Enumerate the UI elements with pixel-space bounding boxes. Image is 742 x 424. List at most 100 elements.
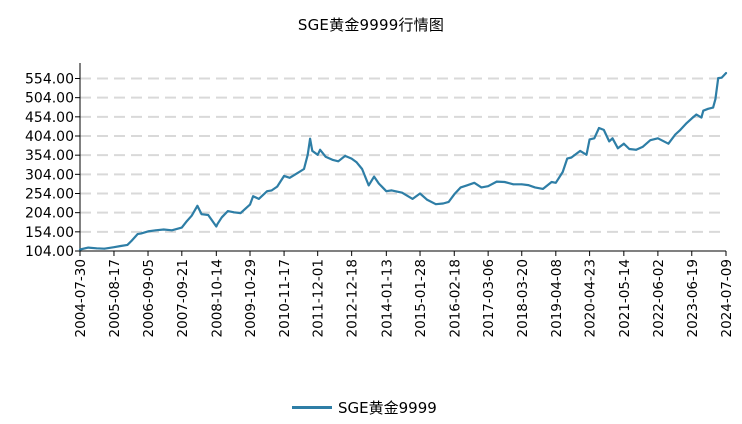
y-tick-label: 554.00 (25, 72, 74, 88)
data-point (113, 246, 115, 249)
data-point (190, 214, 193, 217)
data-point (162, 228, 165, 231)
x-tick-label: 2007-09-21 (175, 259, 191, 337)
data-point (311, 150, 314, 152)
data-point (95, 247, 98, 250)
data-point (170, 229, 173, 232)
x-tick-label: 2009-10-29 (243, 259, 259, 337)
data-point (309, 137, 311, 140)
data-point (361, 168, 364, 170)
data-point (154, 229, 157, 232)
data-point (119, 245, 122, 247)
data-point (690, 117, 693, 120)
data-point (628, 148, 631, 150)
data-point (635, 148, 638, 151)
data-point (588, 138, 591, 141)
x-tick-label: 2015-01-28 (413, 259, 429, 337)
data-point (667, 142, 670, 145)
data-point (566, 157, 569, 160)
data-point (674, 133, 677, 136)
data-point (140, 232, 143, 235)
legend-label: SGE黄金9999 (338, 398, 437, 417)
data-point (700, 116, 703, 119)
data-point (622, 142, 625, 145)
series-layer (78, 72, 728, 251)
data-point (207, 214, 210, 216)
data-point (303, 168, 305, 170)
data-point (180, 226, 183, 229)
data-point (554, 181, 557, 184)
x-tick-label: 2019-04-08 (549, 259, 565, 337)
y-tick-label: 504.00 (25, 91, 74, 107)
x-tick-label: 2020-04-23 (583, 259, 599, 337)
data-point (602, 128, 605, 131)
data-point (616, 147, 619, 150)
x-tick-label: 2023-06-19 (685, 259, 701, 337)
legend: SGE黄金9999 (292, 396, 437, 418)
data-point (707, 107, 709, 110)
data-point (608, 140, 611, 143)
data-point (196, 204, 199, 207)
data-point (495, 180, 498, 183)
data-point (695, 113, 698, 116)
data-point (641, 145, 644, 148)
y-tick-label: 304.00 (25, 167, 74, 183)
data-point (316, 153, 319, 156)
data-point (473, 181, 476, 184)
x-tick-label: 2004-07-30 (73, 259, 89, 337)
data-point (561, 171, 564, 173)
x-tick-label: 2012-12-18 (345, 259, 361, 337)
data-point (200, 213, 203, 216)
data-point (542, 188, 544, 190)
chart-title: SGE黄金9999行情图 (297, 16, 445, 34)
x-tick-label: 2014-01-13 (379, 259, 395, 337)
data-point (87, 246, 90, 249)
data-point (130, 240, 133, 242)
y-tick-label: 404.00 (25, 129, 74, 145)
data-point (503, 181, 506, 183)
data-point (220, 216, 223, 219)
data-point (585, 153, 588, 156)
data-point (270, 189, 273, 192)
data-point (717, 77, 720, 80)
x-tick-label: 2017-03-06 (481, 259, 497, 337)
data-point (419, 192, 421, 195)
data-point (459, 186, 462, 189)
data-point (487, 185, 490, 188)
x-tick-label: 2011-12-01 (311, 259, 327, 337)
x-tick-label: 2010-11-17 (277, 259, 293, 337)
data-point (136, 233, 139, 236)
data-point (319, 148, 321, 151)
data-point (283, 174, 285, 177)
data-point (593, 137, 596, 140)
data-point (425, 198, 428, 201)
x-tick-label: 2022-06-02 (651, 259, 667, 337)
data-point (401, 191, 404, 194)
data-point (216, 222, 219, 225)
data-point (215, 225, 218, 228)
x-tick-label: 2024-07-09 (719, 259, 735, 337)
data-point (233, 211, 235, 214)
data-point (266, 190, 269, 193)
data-point (252, 195, 255, 198)
data-point (306, 153, 309, 156)
data-point (350, 157, 353, 160)
data-point (226, 210, 229, 213)
data-point (527, 184, 530, 186)
data-point (257, 197, 260, 200)
data-point (385, 190, 388, 193)
data-point (147, 230, 149, 233)
data-point (103, 247, 106, 250)
data-point (377, 182, 380, 185)
data-point (447, 201, 450, 203)
data-point (344, 155, 346, 157)
data-point (434, 203, 437, 206)
data-point (570, 156, 573, 159)
data-point (465, 184, 468, 187)
data-point (714, 98, 717, 101)
y-tick-label: 454.00 (25, 110, 74, 126)
data-point (411, 197, 414, 200)
data-point (579, 150, 582, 152)
data-point (288, 176, 291, 179)
